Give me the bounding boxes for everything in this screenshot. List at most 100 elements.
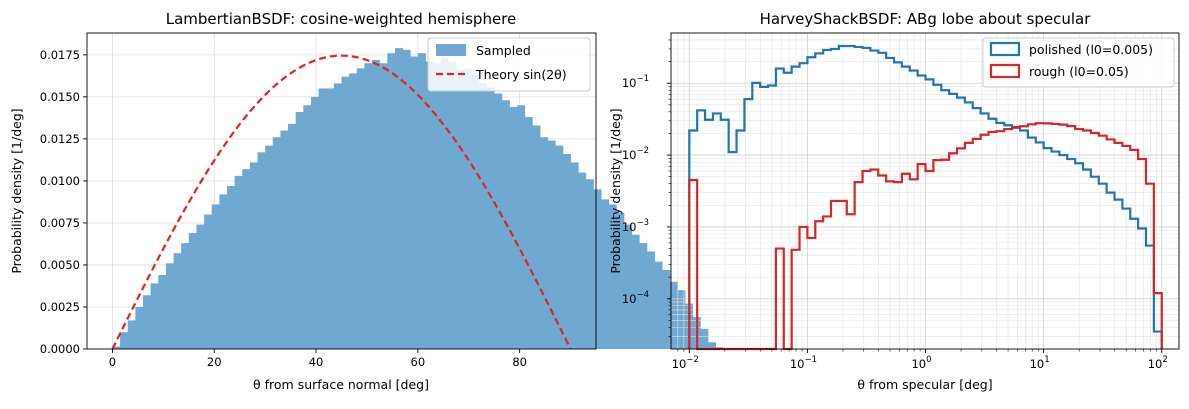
sampled-bar: [410, 56, 419, 349]
right-y-tick-label: 10−1: [622, 74, 649, 90]
sampled-bar: [616, 212, 625, 349]
sampled-bar: [700, 328, 709, 349]
sampled-bar: [165, 263, 174, 349]
sampled-bar: [540, 137, 549, 349]
sampled-bar: [387, 53, 396, 349]
left-y-ticks: 0.0000 0.0025 0.0050 0.0075 0.0100 0.0125 0.01…: [40, 48, 87, 356]
left-x-tick-label: 60: [411, 355, 426, 369]
sampled-bar: [578, 172, 587, 349]
right-y-tick-label: 10−3: [622, 218, 649, 234]
sampled-bar: [135, 306, 144, 349]
sampled-bar: [349, 73, 358, 349]
right-chart-title: HarveyShackBSDF: ABg lobe about specular: [760, 10, 1092, 28]
sampled-bar: [173, 253, 182, 349]
sampled-bar: [509, 106, 518, 349]
sampled-bar: [555, 145, 564, 349]
sampled-bar: [356, 68, 365, 349]
right-x-tick-exponent: −2: [686, 355, 699, 365]
sampled-bar: [219, 194, 228, 349]
right-x-tick-label: 10−2: [672, 355, 699, 371]
right-x-ticks: 10−2 10−1 100 101 102: [672, 349, 1168, 371]
sampled-bar: [639, 243, 648, 349]
right-x-tick-exponent: 1: [1044, 355, 1049, 365]
right-x-tick-label: 10−1: [790, 355, 817, 371]
sampled-bar: [310, 96, 319, 349]
sampled-bar: [326, 88, 335, 350]
sampled-bar: [585, 179, 594, 349]
sampled-bar: [646, 251, 655, 349]
sampled-bar: [394, 48, 403, 350]
sampled-bar: [127, 320, 136, 349]
sampled-bar: [295, 112, 304, 349]
sampled-bar: [478, 83, 487, 349]
legend-rough-swatch: [989, 63, 1021, 79]
left-y-tick-label: 0.0100: [40, 174, 80, 188]
sampled-bar: [120, 332, 129, 349]
sampled-bar: [662, 270, 671, 349]
sampled-bar: [142, 295, 152, 349]
legend-theory-label: Theory sin(2θ): [475, 67, 567, 82]
sampled-bar: [517, 105, 526, 349]
sampled-bar: [211, 204, 220, 349]
legend-polished-label: polished (l0=0.005): [1029, 42, 1153, 57]
right-x-tick-exponent: 2: [1162, 355, 1167, 365]
legend-polished-swatch: [989, 41, 1021, 57]
right-legend-box: [982, 37, 1175, 88]
left-y-axis-label: Probability density [1/deg]: [9, 108, 24, 273]
right-y-tick-exponent: −3: [636, 218, 649, 228]
sampled-bar: [532, 125, 541, 349]
right-legend: polished (l0=0.005) rough (l0=0.05): [982, 37, 1175, 88]
right-y-tick-exponent: −1: [636, 74, 649, 84]
sampled-bar: [226, 185, 236, 349]
sampled-bar: [333, 83, 342, 349]
right-y-axis-label: Probability density [1/deg]: [608, 108, 623, 273]
sampled-bar: [181, 243, 190, 349]
sampled-bar: [669, 281, 678, 349]
left-x-tick-label: 20: [207, 355, 222, 369]
left-y-tick-label: 0.0125: [40, 132, 80, 146]
left-y-tick-label: 0.0075: [40, 216, 80, 230]
sampled-bar: [402, 49, 411, 350]
sampled-bar: [249, 162, 258, 349]
right-x-tick-exponent: 0: [926, 355, 931, 365]
legend-rough-label: rough (l0=0.05): [1029, 64, 1129, 79]
sampled-bar: [608, 204, 617, 349]
left-bars: [112, 48, 724, 350]
sampled-bar: [524, 117, 533, 349]
right-x-axis-label: θ from specular [deg]: [857, 377, 992, 392]
sampled-bar: [417, 53, 426, 349]
sampled-bar: [593, 189, 602, 349]
right-x-tick-label: 101: [1030, 355, 1050, 371]
sampled-bar: [456, 69, 465, 349]
right-y-tick-exponent: −2: [636, 146, 649, 156]
sampled-bar: [150, 283, 159, 349]
sampled-bar: [288, 123, 297, 349]
sampled-bar: [242, 169, 251, 349]
sampled-bar: [494, 93, 503, 349]
left-y-tick-label: 0.0175: [40, 48, 80, 62]
sampled-bar: [677, 290, 686, 349]
left-x-axis-label: θ from surface normal [deg]: [253, 377, 429, 392]
sampled-bar: [547, 140, 556, 349]
left-y-tick-label: 0.0150: [40, 90, 80, 104]
sampled-bar: [440, 58, 449, 349]
left-chart-title: LambertianBSDF: cosine-weighted hemisphe…: [166, 10, 517, 28]
sampled-bar: [601, 199, 610, 349]
sampled-bar: [471, 75, 480, 350]
left-theory-curve: [111, 54, 572, 350]
sampled-bar: [158, 275, 167, 349]
sampled-bar: [303, 105, 312, 349]
right-y-tick-label: 10−2: [622, 146, 649, 162]
right-plot-frame: [670, 32, 1180, 350]
left-x-tick-label: 0: [109, 355, 116, 369]
right-chart: HarveyShackBSDF: ABg lobe about specular…: [608, 10, 1180, 392]
sampled-bar: [379, 63, 388, 350]
sampled-bar: [631, 234, 640, 349]
right-y-tick-exponent: −4: [636, 290, 649, 300]
sampled-bar: [265, 145, 274, 349]
sampled-bar: [280, 130, 289, 349]
left-plot-frame: [86, 32, 597, 350]
sampled-bar: [463, 68, 472, 349]
sampled-bar: [425, 61, 434, 350]
